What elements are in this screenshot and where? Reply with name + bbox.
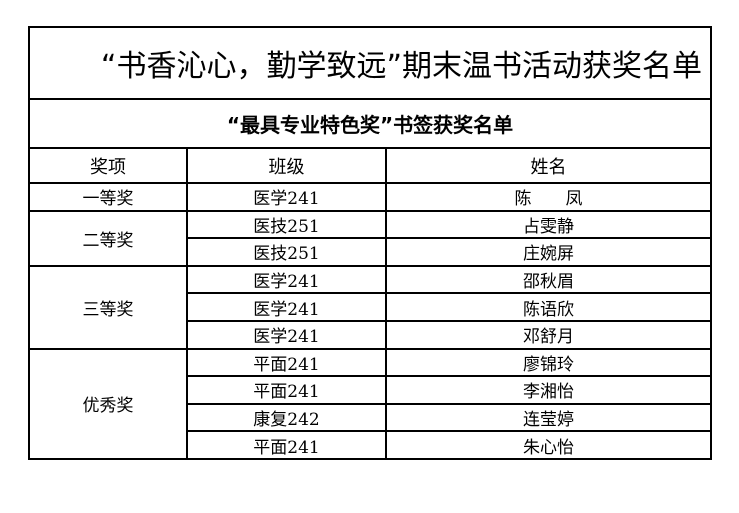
table-row: 康复242 连莹婷 <box>29 402 712 433</box>
name-cell: 陈语欣 <box>385 292 712 322</box>
name-cell: 连莹婷 <box>385 402 712 433</box>
header-award: 奖项 <box>28 147 188 184</box>
award-cell: 一等奖 <box>28 182 188 212</box>
table-row: 三等奖 医学241 邵秋眉 <box>28 264 712 350</box>
class-cell: 康复242 <box>186 402 387 433</box>
name-cell: 庄婉屏 <box>385 237 712 267</box>
award-cell: 优秀奖 <box>28 347 188 460</box>
name-cell: 邵秋眉 <box>385 264 712 295</box>
table-row: 医学241 邓舒月 <box>29 319 712 350</box>
table-row: 平面241 朱心怡 <box>29 430 712 460</box>
class-cell: 医学241 <box>186 319 387 350</box>
award-cell: 三等奖 <box>28 264 188 350</box>
table-row: 平面241 李湘怡 <box>29 375 712 405</box>
name-cell: 李湘怡 <box>385 375 712 405</box>
award-cell: 二等奖 <box>28 209 188 267</box>
class-cell: 医学241 <box>186 264 387 295</box>
name-cell: 邓舒月 <box>385 319 712 350</box>
class-cell: 医学241 <box>186 182 387 212</box>
table-row: 一等奖 医学241 陈 凤 <box>28 182 712 212</box>
class-cell: 医学241 <box>186 292 387 322</box>
name-cell: 廖锦玲 <box>385 347 712 378</box>
class-cell: 平面241 <box>186 375 387 405</box>
name-cell: 陈 凤 <box>385 182 712 212</box>
table-row: 二等奖 医技251 占雯静 <box>28 209 712 267</box>
table-row: 医学241 陈语欣 <box>29 292 712 322</box>
award-table: “书香沁心，勤学致远”期末温书活动获奖名单 “最具专业特色奖”书签获奖名单 奖项… <box>28 26 712 460</box>
header-name: 姓名 <box>385 147 712 184</box>
table-row: 优秀奖 平面241 廖锦玲 <box>28 347 712 460</box>
class-cell: 医技251 <box>186 237 387 267</box>
class-cell: 平面241 <box>186 430 387 460</box>
name-cell: 朱心怡 <box>385 430 712 460</box>
header-class: 班级 <box>186 147 387 184</box>
table-row: 医技251 庄婉屏 <box>29 237 712 267</box>
table-subtitle: “最具专业特色奖”书签获奖名单 <box>28 98 712 149</box>
name-cell: 占雯静 <box>385 209 712 240</box>
class-cell: 医技251 <box>186 209 387 240</box>
class-cell: 平面241 <box>186 347 387 378</box>
page-title: “书香沁心，勤学致远”期末温书活动获奖名单 <box>28 26 712 100</box>
